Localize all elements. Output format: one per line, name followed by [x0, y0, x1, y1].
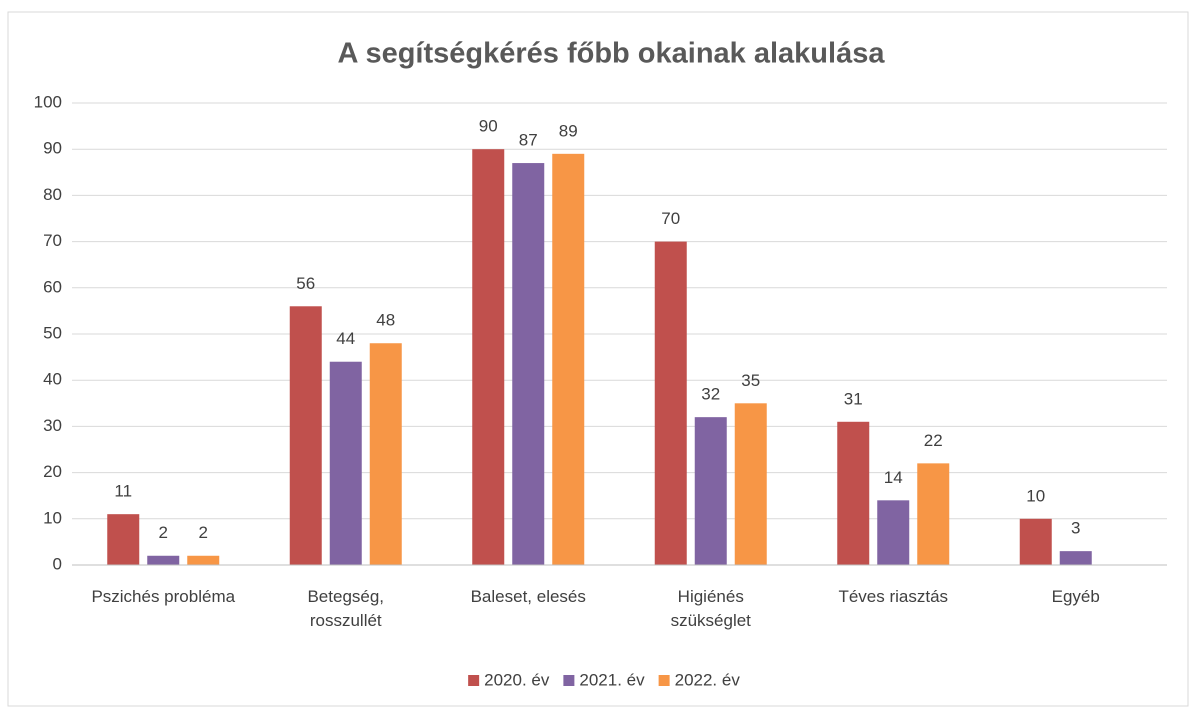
- data-label: 70: [661, 209, 680, 228]
- bar: [734, 403, 767, 565]
- y-tick-label: 70: [43, 231, 62, 250]
- bar: [694, 417, 727, 565]
- data-label: 10: [1026, 486, 1045, 505]
- x-tick-label: Egyéb: [1052, 587, 1100, 606]
- bar: [329, 361, 362, 565]
- bar: [147, 555, 180, 565]
- bar: [837, 421, 870, 565]
- legend-label: 2022. év: [675, 670, 741, 689]
- y-tick-label: 80: [43, 185, 62, 204]
- bar: [187, 555, 220, 565]
- data-label: 44: [336, 329, 355, 348]
- legend-swatch: [658, 675, 670, 686]
- x-tick-label: Pszichés probléma: [91, 587, 235, 606]
- y-tick-label: 0: [53, 554, 62, 573]
- y-tick-label: 30: [43, 416, 62, 435]
- y-tick-label: 90: [43, 139, 62, 158]
- chart-border: [7, 11, 1189, 707]
- legend-label: 2021. év: [579, 670, 645, 689]
- legend-swatch: [468, 675, 480, 686]
- data-label: 2: [199, 523, 208, 542]
- bar: [107, 514, 140, 565]
- bar: [1019, 518, 1052, 565]
- bar: [1059, 551, 1092, 565]
- data-label: 14: [884, 468, 903, 487]
- data-label: 3: [1071, 519, 1080, 538]
- x-tick-label: Baleset, elesés: [471, 587, 586, 606]
- bar: [512, 163, 545, 565]
- data-label: 87: [519, 131, 538, 150]
- legend-swatch: [563, 675, 575, 686]
- x-tick-label: Betegség, rosszullét: [307, 587, 384, 630]
- data-label: 89: [559, 121, 578, 140]
- x-tick-label: Téves riasztás: [838, 587, 948, 606]
- bar: [917, 463, 950, 565]
- y-tick-label: 10: [43, 508, 62, 527]
- y-tick-label: 20: [43, 462, 62, 481]
- y-tick-label: 50: [43, 323, 62, 342]
- y-tick-label: 60: [43, 277, 62, 296]
- bar: [472, 149, 505, 565]
- bar: [552, 153, 585, 565]
- data-label: 48: [376, 311, 395, 330]
- chart-title: A segítségkérés főbb okainak alakulása: [338, 38, 886, 70]
- legend-label: 2020. év: [484, 670, 550, 689]
- data-label: 11: [114, 482, 132, 501]
- data-label: 32: [701, 385, 720, 404]
- bar: [289, 306, 322, 565]
- bar: [877, 500, 910, 565]
- data-label: 22: [924, 431, 943, 450]
- data-label: 31: [844, 389, 863, 408]
- data-label: 2: [159, 523, 168, 542]
- y-tick-label: 100: [34, 92, 62, 111]
- data-label: 90: [479, 117, 498, 136]
- data-label: 56: [296, 274, 315, 293]
- bar: [654, 241, 687, 565]
- bar: [369, 343, 402, 565]
- x-tick-label: Higiénés szükséglet: [671, 587, 752, 630]
- y-tick-label: 40: [43, 370, 62, 389]
- data-label: 35: [741, 371, 760, 390]
